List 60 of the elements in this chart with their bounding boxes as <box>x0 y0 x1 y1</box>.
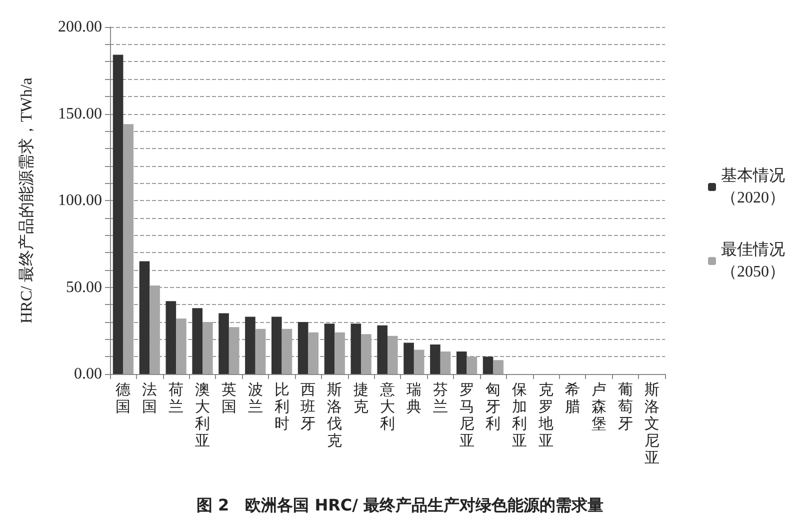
x-tick-label: 西班牙 <box>300 382 316 432</box>
legend-label: 最佳情况（2050） <box>721 240 785 280</box>
x-tick-label: 罗马尼亚 <box>459 382 474 450</box>
y-axis-title: HRC/ 最终产品的能源需求，TWh/a <box>18 78 36 324</box>
y-tick-label: 200.00 <box>58 18 102 36</box>
x-tick-label: 捷克 <box>354 382 369 416</box>
x-tick-label: 斯洛文尼亚 <box>644 382 660 466</box>
x-tick-label: 瑞典 <box>406 382 422 416</box>
y-tick-label: 150.00 <box>58 105 102 122</box>
bar <box>430 344 440 374</box>
bar <box>150 286 160 374</box>
bar <box>255 328 266 374</box>
bar <box>112 54 124 374</box>
x-tick-label: 葡萄牙 <box>618 382 633 432</box>
x-tick-label: 保加利亚 <box>512 382 528 450</box>
bar <box>361 334 372 374</box>
bar <box>482 356 494 374</box>
bar <box>414 350 424 374</box>
bar <box>334 332 345 374</box>
bar <box>245 316 256 374</box>
bar <box>139 261 150 374</box>
y-tick-label: 0.00 <box>74 366 102 382</box>
x-tick-label: 德国 <box>116 382 131 416</box>
bar <box>324 324 335 374</box>
bar <box>282 328 292 374</box>
legend-label: 基本情况（2020） <box>721 166 785 206</box>
x-tick-label: 意大利 <box>379 382 395 432</box>
x-tick-label: 芬兰 <box>432 382 448 416</box>
bar <box>440 351 451 374</box>
x-tick-label: 克罗地亚 <box>538 382 554 450</box>
x-tick-label: 匈牙利 <box>486 382 501 432</box>
x-tick-label: 比利时 <box>274 382 290 432</box>
bar <box>350 324 362 374</box>
bar <box>228 327 240 374</box>
bar <box>493 360 504 374</box>
bar <box>308 332 319 374</box>
text: 图 2 欧洲各国 HRC/ 最终产品生产对绿色能源的需求量 <box>196 496 604 514</box>
bar <box>218 313 229 374</box>
bar <box>377 325 388 374</box>
bar <box>192 308 202 374</box>
bar <box>456 351 467 374</box>
bar <box>166 301 176 374</box>
bar <box>466 356 478 374</box>
bar <box>176 318 186 374</box>
bar <box>404 342 414 374</box>
x-tick-label: 荷兰 <box>168 382 184 416</box>
bar <box>388 336 398 374</box>
bar <box>123 124 134 374</box>
x-tick-label: 澳大利亚 <box>195 382 210 450</box>
bar <box>202 322 213 374</box>
y-tick-label: 50.00 <box>66 278 102 296</box>
y-tick-label: 100.00 <box>58 192 102 209</box>
bar <box>271 316 282 374</box>
x-tick-label: 卢森堡 <box>591 382 606 432</box>
x-tick-label: 英国 <box>221 382 236 416</box>
x-tick-label: 波兰 <box>248 382 263 416</box>
x-tick-label: 斯洛伐克 <box>327 382 342 450</box>
x-tick-label: 法国 <box>142 382 158 416</box>
x-tick-label: 希腊 <box>565 382 580 416</box>
bar <box>298 322 308 374</box>
